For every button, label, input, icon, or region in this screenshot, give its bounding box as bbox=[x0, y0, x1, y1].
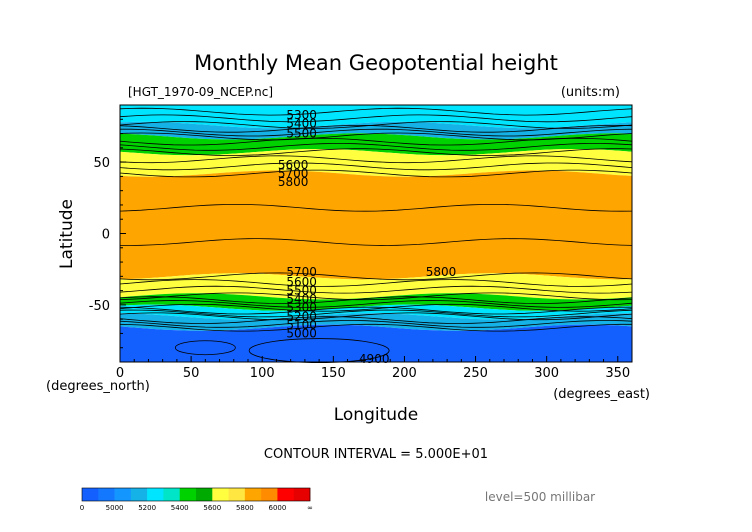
contour-label: 5600 bbox=[278, 158, 309, 172]
contour-label: 5500 bbox=[286, 284, 317, 298]
x-tick-label: 150 bbox=[321, 366, 346, 381]
colorbar-swatch bbox=[277, 488, 295, 501]
contour-line bbox=[120, 128, 633, 137]
color-band bbox=[120, 149, 632, 177]
contour-label: 5400 bbox=[286, 292, 317, 306]
colorbar: 0 5000 5200 5400 5600 5800 6000 ∞ bbox=[80, 487, 313, 512]
contour-line bbox=[119, 285, 633, 294]
x-tick-label: 350 bbox=[605, 366, 630, 381]
contour-line bbox=[119, 137, 633, 146]
level-text: level=500 millibar bbox=[485, 490, 595, 504]
y-axis-label: Latitude bbox=[57, 199, 77, 269]
y-tick-label: 50 bbox=[93, 156, 110, 171]
colorbar-label: 0 bbox=[80, 504, 84, 512]
x-axis-label: Longitude bbox=[334, 405, 419, 425]
contour-line bbox=[119, 292, 633, 301]
y-axis-unit-label: (degrees_north) bbox=[46, 379, 150, 394]
contour-label: 5700 bbox=[278, 167, 309, 181]
contour-line bbox=[248, 338, 390, 363]
color-band bbox=[120, 133, 632, 156]
contour-line bbox=[119, 279, 633, 287]
contour-label: 5400 bbox=[286, 117, 317, 131]
colorbar-label: 5800 bbox=[236, 504, 254, 512]
contour-line bbox=[119, 125, 633, 133]
x-tick-label: 250 bbox=[463, 366, 488, 381]
colorbar-swatch bbox=[179, 488, 197, 501]
colorbar-swatch bbox=[114, 488, 132, 501]
colorbar-swatch bbox=[212, 488, 229, 501]
contour-line bbox=[119, 114, 633, 123]
contour-line bbox=[119, 306, 632, 315]
contour-interval-text: CONTOUR INTERVAL = 5.000E+01 bbox=[264, 447, 488, 462]
x-tick-label: 0 bbox=[116, 366, 124, 381]
colorbar-swatch bbox=[196, 488, 213, 501]
x-axis-unit-label: (degrees_east) bbox=[553, 387, 650, 402]
x-tick-label: 100 bbox=[250, 366, 275, 381]
contour-label: 5800 bbox=[426, 265, 457, 279]
contour-line bbox=[119, 320, 633, 328]
contour-line bbox=[119, 296, 633, 304]
contour-line bbox=[119, 143, 633, 151]
contour-label: 5200 bbox=[286, 309, 317, 323]
contour-line bbox=[119, 148, 633, 156]
contour-label: 5700 bbox=[286, 265, 317, 279]
colorbar-label: 6000 bbox=[269, 504, 287, 512]
contour-line bbox=[119, 203, 633, 212]
contour-label: 5000 bbox=[286, 326, 317, 340]
contour-line bbox=[119, 272, 633, 281]
contour-line bbox=[119, 323, 632, 332]
colorbar-label: 5000 bbox=[106, 504, 124, 512]
chart-subtitle-file: [HGT_1970-09_NCEP.nc] bbox=[128, 85, 273, 99]
contour-label: 5300 bbox=[286, 301, 317, 315]
contour-line bbox=[119, 169, 633, 178]
contour-line bbox=[119, 121, 633, 129]
colorbar-label: 5200 bbox=[138, 504, 156, 512]
contour-line bbox=[119, 155, 633, 164]
color-band bbox=[120, 121, 632, 140]
contour-label: 5500 bbox=[286, 127, 317, 141]
colorbar-swatch bbox=[293, 488, 311, 501]
colorbar-swatch bbox=[82, 488, 99, 501]
y-tick-label: 0 bbox=[102, 228, 110, 243]
contour-label: 5100 bbox=[286, 318, 317, 332]
x-tick-label: 300 bbox=[534, 366, 559, 381]
contour-line bbox=[119, 107, 633, 116]
x-tick-label: 50 bbox=[183, 366, 200, 381]
contour-label: 5800 bbox=[278, 175, 309, 189]
colorbar-swatch bbox=[147, 488, 164, 501]
color-band bbox=[120, 304, 632, 320]
contour-line bbox=[119, 300, 633, 308]
chart-title: Monthly Mean Geopotential height bbox=[194, 51, 558, 75]
contour-line bbox=[119, 316, 633, 324]
contour-line bbox=[119, 132, 633, 141]
colorbar-swatch bbox=[98, 488, 115, 501]
contour-line bbox=[119, 238, 633, 246]
colorbar-swatch bbox=[228, 488, 246, 501]
contour-label: 5300 bbox=[286, 108, 317, 122]
colorbar-swatch bbox=[244, 488, 262, 501]
colorbar-swatch bbox=[130, 488, 148, 501]
contour-line bbox=[119, 303, 633, 312]
colorbar-frame bbox=[81, 487, 311, 502]
chart-subtitle-units: (units:m) bbox=[561, 85, 620, 100]
x-tick-label: 200 bbox=[392, 366, 417, 381]
contour-label: 5600 bbox=[286, 275, 317, 289]
colorbar-label: 5600 bbox=[203, 504, 221, 512]
colorbar-label: 5400 bbox=[171, 504, 189, 512]
colorbar-swatch bbox=[261, 488, 278, 501]
color-band bbox=[120, 170, 632, 280]
colorbar-label: ∞ bbox=[307, 504, 313, 512]
contour-label: 4900 bbox=[359, 352, 390, 366]
contour-line bbox=[119, 162, 633, 171]
contour-line bbox=[174, 340, 236, 356]
y-tick-label: -50 bbox=[89, 299, 110, 314]
colorbar-swatch bbox=[163, 488, 181, 501]
contour-line bbox=[119, 309, 633, 318]
contour-line bbox=[119, 312, 633, 321]
